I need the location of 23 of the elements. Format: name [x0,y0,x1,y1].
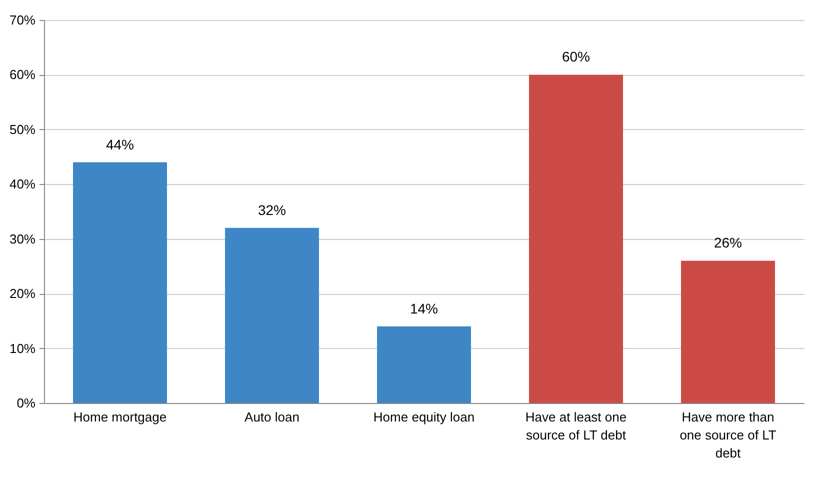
x-tick-label: Home equity loan [373,410,475,424]
y-tick-label: 30% [9,231,36,246]
y-tick-label: 50% [9,122,36,137]
bar [377,326,471,403]
data-label: 44% [106,136,134,152]
data-label: 26% [714,234,742,251]
x-tick-label: Have at least one source of LT debt [525,410,627,442]
x-tick-label: Have more than one source of LT debt [680,410,776,460]
y-tick-label: 70% [9,12,36,28]
data-label: 60% [562,48,590,65]
y-tick-label: 40% [9,176,36,192]
bar [681,260,775,403]
x-tick-label: Auto loan [244,410,300,424]
y-tick-label: 60% [9,67,36,82]
bar [225,228,319,403]
y-tick-label: 0% [16,396,36,410]
x-tick-label: Home mortgage [73,410,167,424]
bar [529,74,623,403]
data-label: 32% [258,202,286,218]
data-label: 14% [410,300,438,316]
y-tick-label: 10% [9,340,36,356]
y-tick-label: 20% [9,286,36,302]
bar [73,162,167,403]
